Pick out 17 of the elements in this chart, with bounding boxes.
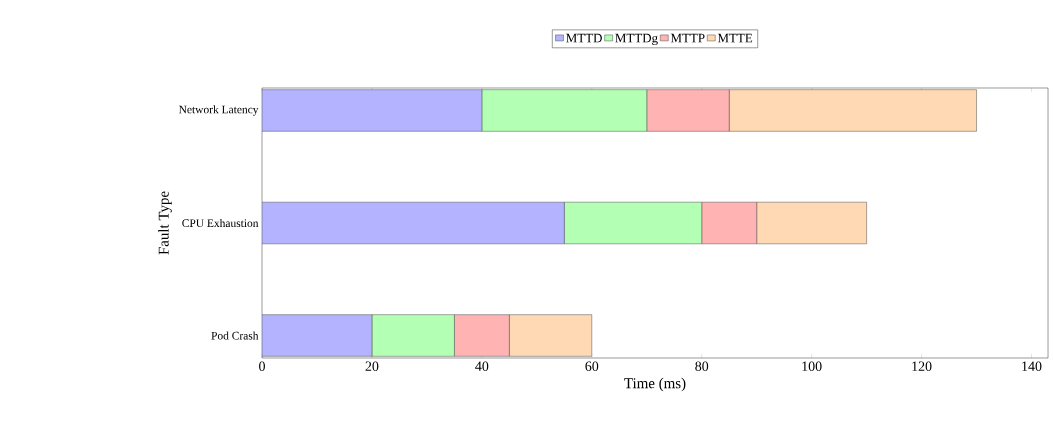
x-tick-label: 40 [475, 361, 489, 371]
legend-label: MTTDg [615, 33, 658, 46]
legend-label: MTTP [670, 33, 705, 43]
x-tick-label: 100 [802, 361, 822, 371]
y-tick-label: Network Latency [178, 105, 259, 116]
x-axis-title: Time (ms) [624, 377, 686, 392]
legend-label: MTTE [717, 33, 753, 43]
x-tick-label: 120 [912, 361, 932, 371]
x-tick-label: 60 [585, 361, 599, 371]
y-tick-label: CPU Exhaustion [182, 218, 259, 228]
legend-label: MTTD [566, 33, 602, 43]
y-tick-label: Pod Crash [211, 331, 259, 340]
x-tick-label: 0 [259, 361, 265, 371]
x-tick-label: 80 [695, 361, 709, 371]
x-tick-label: 140 [1022, 361, 1042, 371]
x-tick-label: 20 [365, 361, 379, 371]
y-axis-title: Fault Type [158, 191, 172, 255]
